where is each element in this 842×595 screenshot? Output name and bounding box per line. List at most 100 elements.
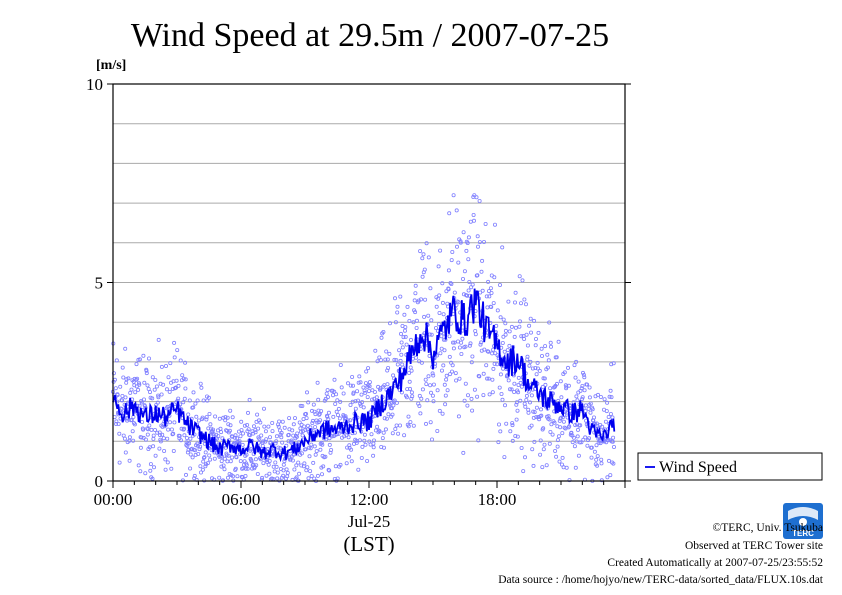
scatter-point [188,466,193,471]
scatter-point [529,423,534,428]
scatter-point [383,427,388,432]
scatter-point [264,473,269,478]
scatter-point [540,384,545,389]
scatter-point [376,428,381,433]
scatter-point [611,461,616,466]
scatter-point [585,443,590,448]
scatter-point [444,373,449,378]
scatter-point [486,349,491,354]
scatter-point [592,415,597,420]
scatter-point [360,425,365,430]
scatter-point [490,351,495,356]
scatter-point [418,411,423,416]
scatter-point [390,431,395,436]
scatter-point [316,397,321,402]
scatter-point [197,447,202,452]
scatter-point [530,447,535,452]
scatter-point [503,332,508,337]
credit-source: Data source : /home/hojyo/new/TERC-data/… [498,574,824,586]
scatter-point [447,354,452,359]
scatter-point [532,410,537,415]
scatter-point [595,454,600,459]
scatter-point [460,276,465,281]
scatter-point [456,414,461,419]
scatter-point [422,267,427,272]
scatter-point [572,363,577,368]
scatter-point [426,255,431,260]
scatter-point [303,447,308,452]
scatter-point [529,330,534,335]
scatter-point [394,358,399,363]
scatter-point [469,360,474,365]
scatter-point [442,382,447,387]
scatter-point [505,348,510,353]
scatter-point [463,344,468,349]
scatter-point [488,286,493,291]
scatter-point [395,310,400,315]
scatter-point [573,375,578,380]
scatter-point [190,455,195,460]
scatter-point [454,378,459,383]
scatter-point [460,336,465,341]
scatter-point [325,388,330,393]
scatter-point [387,321,392,326]
scatter-point [479,269,484,274]
scatter-point [144,368,149,373]
scatter-point [294,475,299,480]
scatter-point [192,473,197,478]
scatter-point [495,308,500,313]
scatter-point [148,462,153,467]
scatter-point [315,473,320,478]
scatter-point [471,218,476,223]
scatter-point [168,361,173,366]
scatter-point [560,455,565,460]
scatter-point [506,299,511,304]
scatter-point [419,396,424,401]
scatter-point [379,335,384,340]
scatter-point [581,372,586,377]
scatter-point [333,401,338,406]
scatter-point [125,418,130,423]
scatter-point [284,443,289,448]
scatter-point [195,441,200,446]
scatter-point [147,423,152,428]
scatter-point [255,471,260,476]
scatter-point [519,445,524,450]
scatter-point [225,415,230,420]
scatter-point [314,449,319,454]
scatter-point [243,473,248,478]
credit-site: Observed at TERC Tower site [685,540,823,552]
scatter-point [499,391,504,396]
scatter-point [183,386,188,391]
scatter-point [498,429,503,434]
scatter-point [267,458,272,463]
scatter-point [242,423,247,428]
scatter-point [157,433,162,438]
scatter-point [111,371,116,376]
scatter-point [122,436,127,441]
scatter-point [324,391,329,396]
scatter-point [409,368,414,373]
scatter-point [598,394,603,399]
scatter-point [224,453,229,458]
scatter-point [518,380,523,385]
scatter-point [590,407,595,412]
scatter-point [303,427,308,432]
scatter-point [195,443,200,448]
y-tick-label: 10 [86,75,103,94]
scatter-point [579,386,584,391]
scatter-point [434,304,439,309]
scatter-point [353,406,358,411]
scatter-point [451,346,456,351]
scatter-point [612,444,617,449]
scatter-point [310,420,315,425]
scatter-point [445,388,450,393]
scatter-point [187,441,192,446]
scatter-point [609,395,614,400]
scatter-point [402,328,407,333]
scatter-point [426,374,431,379]
scatter-point [485,376,490,381]
scatter-point [401,365,406,370]
scatter-point [169,466,174,471]
